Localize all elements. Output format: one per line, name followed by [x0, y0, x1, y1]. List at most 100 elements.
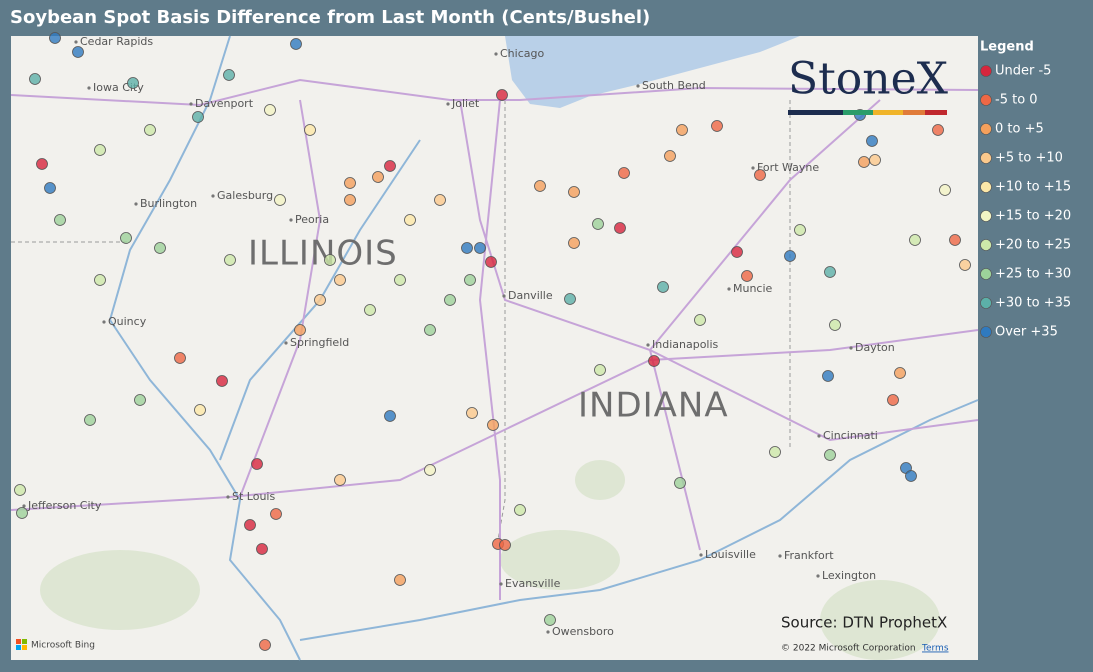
basis-point[interactable] — [144, 124, 156, 136]
basis-point[interactable] — [464, 274, 476, 286]
basis-point[interactable] — [694, 314, 706, 326]
basis-point[interactable] — [334, 274, 346, 286]
basis-point[interactable] — [424, 324, 436, 336]
legend-label[interactable]: 0 to +5 — [995, 122, 1044, 137]
basis-point[interactable] — [244, 519, 256, 531]
basis-point[interactable] — [290, 38, 302, 50]
basis-point[interactable] — [858, 156, 870, 168]
basis-point[interactable] — [829, 319, 841, 331]
basis-point[interactable] — [754, 169, 766, 181]
basis-point[interactable] — [54, 214, 66, 226]
basis-point[interactable] — [134, 394, 146, 406]
basis-point[interactable] — [676, 124, 688, 136]
basis-point[interactable] — [824, 449, 836, 461]
basis-point[interactable] — [94, 274, 106, 286]
legend-label[interactable]: +10 to +15 — [995, 180, 1071, 195]
basis-point[interactable] — [49, 32, 61, 44]
basis-point[interactable] — [485, 256, 497, 268]
basis-point[interactable] — [304, 124, 316, 136]
basis-point[interactable] — [657, 281, 669, 293]
basis-point[interactable] — [534, 180, 546, 192]
legend-label[interactable]: Under -5 — [995, 64, 1051, 79]
basis-point[interactable] — [594, 364, 606, 376]
basis-point[interactable] — [120, 232, 132, 244]
basis-point[interactable] — [568, 186, 580, 198]
basis-point[interactable] — [869, 154, 881, 166]
legend-label[interactable]: -5 to 0 — [995, 93, 1038, 108]
basis-point[interactable] — [932, 124, 944, 136]
basis-point[interactable] — [711, 120, 723, 132]
basis-point[interactable] — [614, 222, 626, 234]
basis-point[interactable] — [434, 194, 446, 206]
basis-point[interactable] — [314, 294, 326, 306]
basis-point[interactable] — [216, 375, 228, 387]
basis-point[interactable] — [264, 104, 276, 116]
terms-link[interactable]: Terms — [921, 644, 949, 654]
basis-point[interactable] — [127, 77, 139, 89]
legend-label[interactable]: Over +35 — [995, 325, 1058, 340]
basis-point[interactable] — [499, 539, 511, 551]
basis-point[interactable] — [939, 184, 951, 196]
legend-label[interactable]: +15 to +20 — [995, 209, 1071, 224]
basis-point[interactable] — [251, 458, 263, 470]
basis-point[interactable] — [324, 254, 336, 266]
basis-point[interactable] — [344, 194, 356, 206]
basis-point[interactable] — [384, 410, 396, 422]
basis-point[interactable] — [404, 214, 416, 226]
basis-point[interactable] — [866, 135, 878, 147]
basis-point[interactable] — [192, 111, 204, 123]
basis-point[interactable] — [334, 474, 346, 486]
basis-point[interactable] — [154, 242, 166, 254]
basis-point[interactable] — [174, 352, 186, 364]
basis-point[interactable] — [44, 182, 56, 194]
basis-point[interactable] — [256, 543, 268, 555]
basis-point[interactable] — [372, 171, 384, 183]
basis-point[interactable] — [461, 242, 473, 254]
basis-point[interactable] — [14, 484, 26, 496]
basis-point[interactable] — [72, 46, 84, 58]
basis-point[interactable] — [223, 69, 235, 81]
basis-point[interactable] — [94, 144, 106, 156]
basis-point[interactable] — [664, 150, 676, 162]
basis-point[interactable] — [194, 404, 206, 416]
basis-point[interactable] — [905, 470, 917, 482]
basis-point[interactable] — [648, 355, 660, 367]
legend-label[interactable]: +5 to +10 — [995, 151, 1063, 166]
basis-point[interactable] — [474, 242, 486, 254]
basis-point[interactable] — [274, 194, 286, 206]
basis-point[interactable] — [959, 259, 971, 271]
basis-point[interactable] — [592, 218, 604, 230]
basis-point[interactable] — [618, 167, 630, 179]
basis-point[interactable] — [224, 254, 236, 266]
basis-point[interactable] — [568, 237, 580, 249]
basis-point[interactable] — [949, 234, 961, 246]
basis-point[interactable] — [270, 508, 282, 520]
basis-point[interactable] — [444, 294, 456, 306]
basis-point[interactable] — [496, 89, 508, 101]
basis-point[interactable] — [909, 234, 921, 246]
basis-point[interactable] — [822, 370, 834, 382]
legend-label[interactable]: +25 to +30 — [995, 267, 1071, 282]
legend-label[interactable]: +20 to +25 — [995, 238, 1071, 253]
basis-point[interactable] — [84, 414, 96, 426]
basis-point[interactable] — [674, 477, 686, 489]
basis-point[interactable] — [344, 177, 356, 189]
basis-point[interactable] — [564, 293, 576, 305]
basis-point[interactable] — [487, 419, 499, 431]
basis-point[interactable] — [794, 224, 806, 236]
basis-point[interactable] — [769, 446, 781, 458]
basis-point[interactable] — [466, 407, 478, 419]
basis-point[interactable] — [364, 304, 376, 316]
basis-point[interactable] — [887, 394, 899, 406]
basis-point[interactable] — [514, 504, 526, 516]
basis-point[interactable] — [731, 246, 743, 258]
basis-point[interactable] — [424, 464, 436, 476]
basis-point[interactable] — [36, 158, 48, 170]
basis-point[interactable] — [294, 324, 306, 336]
basis-point[interactable] — [544, 614, 556, 626]
basis-point[interactable] — [394, 274, 406, 286]
basis-point[interactable] — [29, 73, 41, 85]
basis-point[interactable] — [259, 639, 271, 651]
basis-point[interactable] — [384, 160, 396, 172]
basis-point[interactable] — [784, 250, 796, 262]
